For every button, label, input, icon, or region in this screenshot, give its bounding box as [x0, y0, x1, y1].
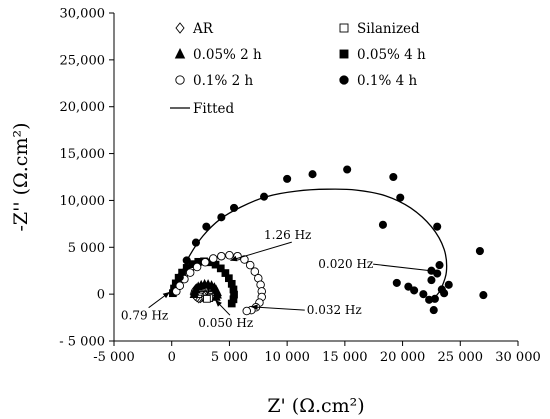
data-point — [225, 251, 234, 260]
data-point — [191, 238, 201, 247]
annotation-label: 0.79 Hz — [121, 309, 168, 323]
x-tick-label: 0 — [168, 350, 176, 365]
legend-marker — [175, 75, 185, 85]
data-point — [419, 290, 428, 299]
data-point — [229, 203, 239, 212]
legend-label: Silanized — [357, 21, 420, 37]
legend-item: 0.05% 2 h — [174, 47, 262, 63]
data-point — [245, 260, 255, 270]
legend-item: 0.1% 2 h — [175, 73, 253, 89]
data-point — [396, 193, 405, 202]
annotation-label: 0.020 Hz — [318, 257, 373, 271]
legend: AR Silanized 0.05% 2 h 0.05% 4 h 0.1% 2 h 0.1… — [170, 21, 426, 117]
data-point — [479, 291, 488, 300]
legend-marker — [339, 49, 349, 59]
x-tick-label: 30 000 — [495, 350, 541, 365]
data-point — [217, 251, 226, 261]
legend-item-fitted: Fitted — [170, 101, 235, 117]
data-point — [343, 165, 352, 174]
data-point — [429, 306, 438, 315]
x-tick-label: 5 000 — [211, 350, 248, 365]
data-point — [435, 261, 444, 270]
data-point — [389, 172, 398, 182]
legend-label: AR — [192, 21, 214, 37]
y-tick-label: 30,000 — [60, 7, 106, 22]
data-point — [182, 256, 191, 265]
data-point — [378, 220, 387, 229]
x-axis-title: Z' (Ω.cm²) — [267, 395, 364, 417]
data-point — [430, 294, 439, 303]
annotations: 1.26 Hz 0.020 Hz 0.032 Hz 0.050 Hz 0.79 Hz — [121, 228, 440, 330]
legend-item: AR — [175, 21, 214, 37]
series-0-05-2-h — [189, 278, 222, 301]
data-point — [202, 222, 211, 231]
annotation-label: 0.050 Hz — [198, 316, 253, 330]
legend-marker — [175, 22, 185, 34]
data-point — [192, 262, 202, 272]
annotation-arrow — [148, 291, 170, 309]
data-point — [185, 268, 195, 277]
x-tick-label: 10 000 — [264, 350, 310, 365]
legend-marker — [174, 47, 186, 59]
data-point — [242, 306, 251, 316]
data-point — [433, 222, 442, 231]
legend-label: 0.1% 2 h — [193, 73, 253, 89]
y-tick-label: 15,000 — [60, 147, 106, 162]
y-tick-label: 25,000 — [60, 53, 106, 68]
annotation-arrow — [250, 304, 305, 311]
legend-label: 0.1% 4 h — [357, 73, 417, 89]
data-point — [308, 170, 317, 179]
legend-label: 0.05% 4 h — [357, 47, 426, 63]
y-tick-label: 0 — [97, 288, 105, 303]
data-point — [240, 255, 249, 264]
series-0-1-2-h — [172, 251, 266, 316]
data-point — [283, 174, 292, 183]
data-point — [440, 289, 449, 298]
data-point — [427, 276, 436, 285]
data-point — [209, 254, 218, 263]
x-tick-label: 25 000 — [438, 350, 484, 365]
annotation-label: 0.032 Hz — [307, 303, 362, 317]
legend-marker — [339, 23, 349, 33]
data-point — [475, 246, 484, 256]
data-point — [392, 278, 401, 287]
data-point — [444, 280, 453, 289]
y-tick-label: 20,000 — [60, 100, 106, 115]
series-0-1-4-h — [175, 165, 488, 315]
data-point — [404, 282, 413, 291]
data-points — [169, 165, 488, 316]
legend-item: 0.05% 4 h — [339, 47, 426, 63]
legend-label: 0.05% 2 h — [193, 47, 262, 63]
data-point — [217, 213, 226, 222]
data-point — [203, 294, 211, 303]
annotation-arrow — [373, 263, 440, 274]
y-axis-title: -Z'' (Ω.cm²) — [10, 123, 32, 232]
axes: -5 000 0 5 000 10 000 15 000 20 000 25 000 30 0… — [59, 7, 541, 366]
legend-marker — [339, 75, 349, 85]
annotation-arrow — [229, 241, 292, 262]
x-tick-label: 20 000 — [380, 350, 426, 365]
data-point — [200, 258, 210, 267]
legend-label: Fitted — [193, 101, 235, 117]
y-tick-label: 5 000 — [68, 241, 105, 256]
legend-item: 0.1% 4 h — [339, 73, 417, 89]
data-point — [175, 281, 185, 290]
x-tick-label: 15 000 — [322, 350, 368, 365]
annotation-arrow — [215, 299, 231, 316]
data-point — [216, 264, 225, 273]
y-tick-label: - 5 000 — [59, 335, 105, 350]
x-tick-label: -5 000 — [93, 350, 135, 365]
y-tick-label: 10,000 — [60, 194, 106, 209]
data-point — [250, 267, 260, 276]
legend-item: Silanized — [339, 21, 420, 37]
fitted-curve — [179, 188, 448, 297]
data-point — [410, 286, 419, 295]
annotation-label: 1.26 Hz — [264, 228, 311, 242]
data-point — [175, 273, 184, 282]
data-point — [227, 299, 236, 308]
data-point — [260, 192, 269, 201]
